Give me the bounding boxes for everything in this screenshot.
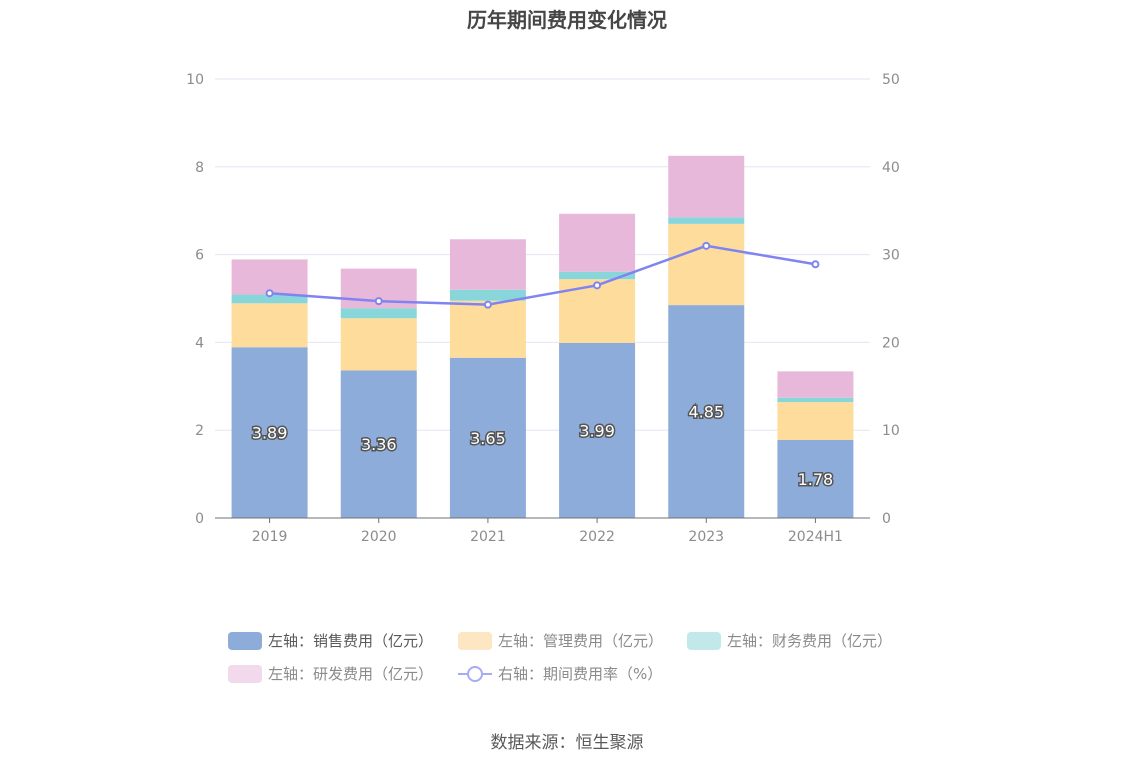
- bar-segment: [231, 294, 308, 304]
- bar-data-label: 3.36: [361, 435, 397, 454]
- legend-item[interactable]: 左轴：财务费用（亿元）: [687, 630, 892, 651]
- legend-swatch: [687, 631, 721, 650]
- data-source: 数据来源：恒生聚源: [490, 733, 644, 753]
- bar-segment: [449, 289, 526, 301]
- bar-segment: [559, 271, 636, 280]
- rate-point: [593, 281, 602, 290]
- legend-swatch: [458, 665, 492, 683]
- y-left-tick-label: 10: [186, 72, 204, 88]
- y-right-tick-label: 20: [882, 335, 900, 351]
- bar-segment: [777, 402, 854, 440]
- x-tick-label: 2020: [361, 529, 397, 545]
- x-tick-label: 2023: [688, 529, 724, 545]
- y-left-tick-label: 6: [195, 248, 204, 264]
- legend-item[interactable]: 左轴：研发费用（亿元）: [228, 663, 433, 684]
- bar-segment: [231, 303, 308, 348]
- bar-segment: [777, 397, 854, 403]
- bar-segment: [668, 305, 745, 518]
- bar-segment: [231, 259, 308, 295]
- y-right-tick-label: 50: [882, 72, 900, 88]
- bar-segment: [340, 370, 417, 518]
- bar-segment: [668, 223, 745, 306]
- rate-point: [702, 241, 711, 250]
- bar-segment: [777, 439, 854, 518]
- x-tick-label: 2024H1: [788, 529, 843, 545]
- bar-segment: [668, 155, 745, 218]
- bar-data-label: 1.78: [798, 470, 834, 489]
- y-left-tick-label: 4: [195, 335, 204, 351]
- bar-segment: [449, 239, 526, 290]
- bar-segment: [340, 308, 417, 319]
- y-right-tick-label: 0: [882, 511, 891, 527]
- legend-swatch: [458, 631, 492, 650]
- bar-segment: [449, 300, 526, 358]
- legend-label: 左轴：研发费用（亿元）: [268, 665, 434, 683]
- legend-item[interactable]: 左轴：管理费用（亿元）: [458, 630, 663, 651]
- legend-label: 左轴：管理费用（亿元）: [498, 632, 664, 650]
- bar-segment: [340, 318, 417, 371]
- rate-line: [269, 244, 816, 306]
- bar-segment: [559, 213, 636, 272]
- bar-segment: [777, 371, 854, 398]
- bar-data-label: 4.85: [688, 403, 724, 422]
- x-tick-label: 2019: [252, 529, 288, 545]
- legend-swatch: [228, 664, 262, 683]
- legend-label: 左轴：财务费用（亿元）: [727, 632, 893, 650]
- bar-segment: [668, 217, 745, 224]
- bar-segment: [559, 342, 636, 518]
- y-right-tick-label: 30: [882, 248, 900, 264]
- y-left-tick-label: 0: [195, 511, 204, 527]
- rate-point: [374, 297, 383, 306]
- y-right-tick-label: 40: [882, 160, 900, 176]
- legend-item[interactable]: 右轴：期间费用率（%）: [458, 663, 662, 684]
- legend-label: 右轴：期间费用率（%）: [498, 665, 663, 683]
- rate-point: [811, 260, 820, 269]
- legend-label: 左轴：销售费用（亿元）: [268, 632, 434, 650]
- legend-swatch: [228, 631, 262, 650]
- chart-title: 历年期间费用变化情况: [467, 8, 667, 32]
- bar-data-label: 3.99: [579, 421, 615, 440]
- x-tick-label: 2022: [579, 529, 615, 545]
- rate-point: [483, 300, 492, 309]
- y-left-tick-label: 8: [195, 160, 204, 176]
- bar-segment: [231, 347, 308, 518]
- bar-data-label: 3.89: [252, 424, 288, 443]
- legend-item[interactable]: 左轴：销售费用（亿元）: [228, 630, 433, 651]
- bar-data-label: 3.65: [470, 429, 506, 448]
- y-right-tick-label: 10: [882, 423, 900, 439]
- bar-segment: [449, 357, 526, 518]
- x-tick-label: 2021: [470, 529, 506, 545]
- y-left-tick-label: 2: [195, 423, 204, 439]
- rate-point: [265, 289, 274, 298]
